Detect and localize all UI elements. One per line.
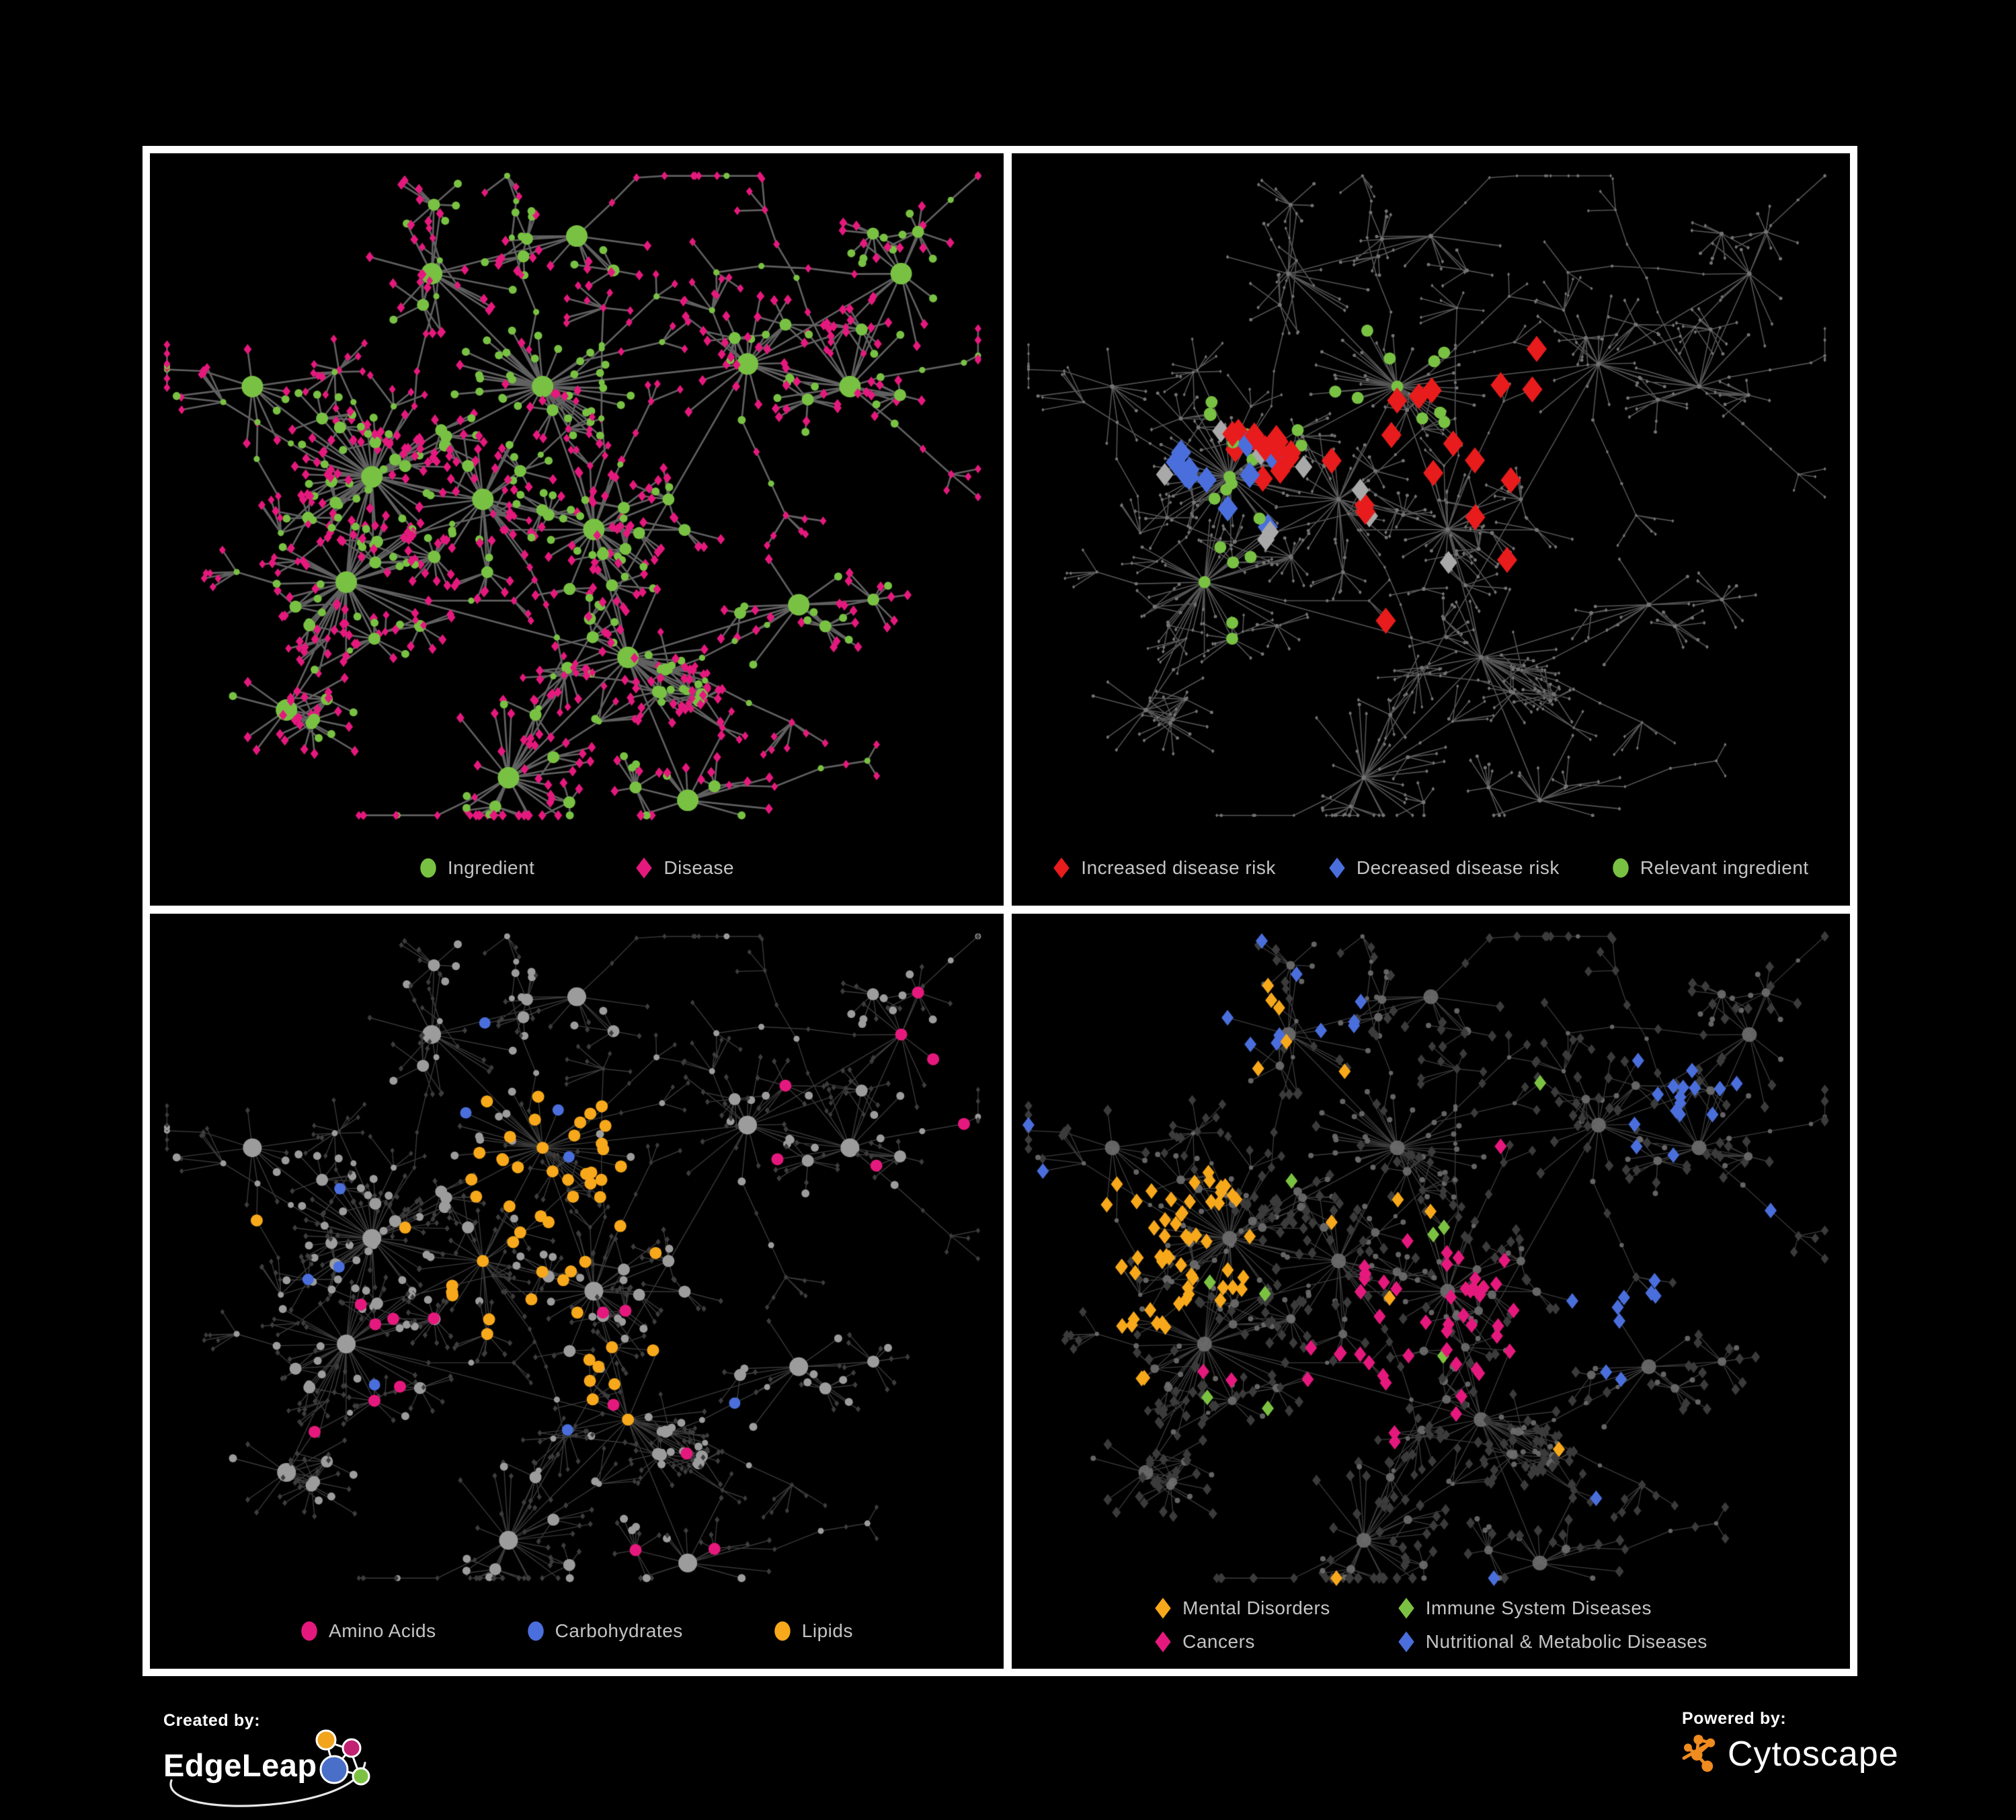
diamond-marker-icon	[636, 857, 653, 879]
edgeleap-network-icon	[315, 1729, 370, 1786]
panel-macronutrient-classes: Amino Acids Carbohydrates Lipids	[150, 914, 1004, 1669]
network-canvas-disease-risk	[1012, 153, 1850, 906]
powered-by-label: Powered by:	[1682, 1709, 1787, 1728]
legend-item-immune-system-diseases: Immune System Diseases	[1398, 1597, 1707, 1619]
legend-item-increased-disease-risk: Increased disease risk	[1053, 857, 1276, 879]
legend-label: Immune System Diseases	[1425, 1597, 1652, 1618]
legend-label: Mental Disorders	[1182, 1597, 1330, 1618]
created-by-label: Created by:	[163, 1711, 261, 1730]
powered-by-credit: Powered by: Cytoscape	[1682, 1709, 1899, 1774]
legend-ingredient-disease: Ingredient Disease	[150, 857, 1004, 879]
diamond-marker-icon	[1398, 1631, 1414, 1653]
legend-item-decreased-disease-risk: Decreased disease risk	[1328, 857, 1560, 879]
legend-label: Decreased disease risk	[1356, 857, 1560, 878]
created-by-credit: Created by: EdgeLeap	[163, 1711, 385, 1809]
legend-item-cancers: Cancers	[1154, 1631, 1330, 1653]
legend-label: Disease	[663, 857, 735, 878]
legend-item-nutritional-metabolic-diseases: Nutritional & Metabolic Diseases	[1398, 1631, 1707, 1653]
legend-item-carbohydrates: Carbohydrates	[527, 1620, 683, 1642]
circle-marker-icon	[774, 1621, 791, 1641]
edgeleap-wordmark: EdgeLeap	[163, 1747, 317, 1783]
panel-disease-risk: Increased disease risk Decreased disease …	[1012, 153, 1850, 906]
legend-item-mental-disorders: Mental Disorders	[1154, 1597, 1330, 1619]
legend-label: Relevant ingredient	[1640, 857, 1809, 878]
circle-marker-icon	[527, 1621, 544, 1641]
diamond-marker-icon	[1155, 1597, 1171, 1619]
circle-marker-icon	[1613, 858, 1629, 878]
legend-label: Amino Acids	[329, 1620, 436, 1641]
legend-item-lipids: Lipids	[774, 1620, 853, 1642]
legend-disease-risk: Increased disease risk Decreased disease …	[1012, 857, 1850, 879]
legend-label: Ingredient	[447, 857, 535, 878]
cytoscape-wordmark: Cytoscape	[1728, 1735, 1899, 1774]
network-canvas-disease-categories	[1012, 914, 1850, 1669]
edgeleap-swoosh-icon	[169, 1762, 366, 1807]
legend-label: Cancers	[1182, 1631, 1255, 1652]
edgeleap-logo: EdgeLeap	[163, 1729, 385, 1809]
diamond-marker-icon	[1053, 857, 1070, 879]
diamond-marker-icon	[1155, 1631, 1171, 1653]
legend-macronutrient-classes: Amino Acids Carbohydrates Lipids	[150, 1620, 1004, 1642]
legend-label: Carbohydrates	[555, 1620, 683, 1641]
diamond-marker-icon	[1398, 1597, 1414, 1619]
panel-grid-frame: Ingredient Disease Increased disease risk…	[143, 146, 1857, 1676]
legend-item-ingredient: Ingredient	[419, 857, 535, 879]
cytoscape-logo: Cytoscape	[1682, 1734, 1899, 1774]
diamond-marker-icon	[1329, 857, 1345, 879]
legend-label: Lipids	[801, 1620, 853, 1641]
panel-disease-categories: Mental Disorders Immune System Diseases Ca…	[1012, 914, 1850, 1669]
legend-label: Nutritional & Metabolic Diseases	[1425, 1631, 1707, 1652]
network-canvas-macronutrient-classes	[150, 914, 1004, 1669]
legend-disease-categories: Mental Disorders Immune System Diseases Ca…	[1012, 1597, 1850, 1653]
legend-label: Increased disease risk	[1081, 857, 1276, 878]
circle-marker-icon	[301, 1621, 317, 1641]
circle-marker-icon	[420, 858, 436, 878]
cytoscape-network-icon	[1682, 1735, 1716, 1772]
network-canvas-ingredient-disease	[150, 153, 1004, 906]
panel-ingredient-disease: Ingredient Disease	[150, 153, 1004, 906]
legend-item-relevant-ingredient: Relevant ingredient	[1612, 857, 1809, 879]
legend-item-amino-acids: Amino Acids	[300, 1620, 436, 1642]
legend-item-disease: Disease	[635, 857, 734, 879]
